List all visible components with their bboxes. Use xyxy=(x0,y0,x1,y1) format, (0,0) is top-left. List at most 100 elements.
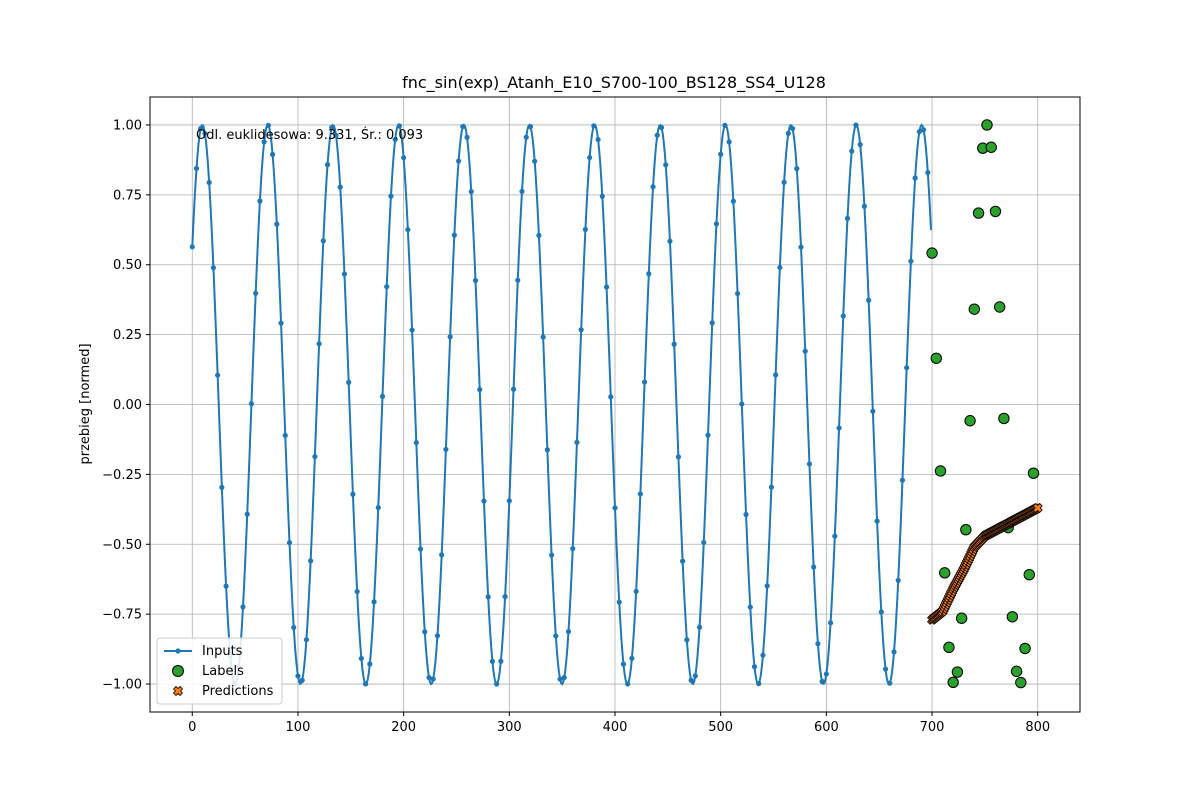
inputs-point xyxy=(219,484,225,491)
labels-point xyxy=(1010,665,1023,678)
inputs-point xyxy=(595,136,601,143)
y-tick-label: 1.00 xyxy=(113,118,142,133)
inputs-point xyxy=(882,666,889,672)
inputs-point xyxy=(422,629,428,635)
x-tick-label: 600 xyxy=(814,720,839,735)
inputs-point xyxy=(472,277,479,284)
x-tick-label: 100 xyxy=(286,720,311,735)
inputs-point xyxy=(455,158,462,164)
inputs-point xyxy=(430,676,436,682)
inputs-point xyxy=(908,258,914,264)
grid xyxy=(150,97,1080,712)
inputs-point xyxy=(540,334,546,340)
inputs-point xyxy=(861,203,868,209)
inputs-point xyxy=(667,238,673,244)
inputs-point xyxy=(198,125,204,132)
inputs-point xyxy=(523,134,529,140)
inputs-point xyxy=(401,155,407,161)
inputs-point xyxy=(751,664,758,670)
inputs-line xyxy=(191,123,932,686)
inputs-point xyxy=(244,511,250,517)
inputs-point xyxy=(840,313,846,319)
legend-labels-label: Labels xyxy=(202,664,244,679)
inputs-point xyxy=(815,641,821,647)
inputs-point xyxy=(417,546,424,552)
x-tick-label: 500 xyxy=(708,720,733,735)
inputs-point xyxy=(857,141,863,148)
y-tick-label: −0.50 xyxy=(102,538,142,553)
inputs-point xyxy=(329,124,335,131)
inputs-point xyxy=(481,498,487,504)
x-tick-label: 300 xyxy=(497,720,522,735)
y-axis-label: przebieg [normed] xyxy=(78,343,93,464)
inputs-point xyxy=(616,599,622,605)
inputs-point xyxy=(887,680,893,686)
inputs-point xyxy=(904,365,910,371)
inputs-point xyxy=(709,320,715,326)
inputs-point xyxy=(426,674,432,681)
inputs-point xyxy=(836,425,842,431)
inputs-point xyxy=(248,401,255,407)
inputs-point xyxy=(633,588,639,594)
inputs-point xyxy=(920,127,927,133)
series-layer xyxy=(189,119,1043,689)
inputs-point xyxy=(413,440,419,446)
y-tick-label: −1.00 xyxy=(102,678,142,693)
inputs-point xyxy=(734,290,741,297)
y-tick-label: −0.75 xyxy=(102,608,142,623)
inputs-point xyxy=(654,132,660,138)
inputs-point xyxy=(362,681,369,687)
inputs-point xyxy=(629,655,635,661)
inputs-point xyxy=(789,125,796,132)
inputs-point xyxy=(823,671,829,677)
inputs-point xyxy=(777,264,783,271)
inputs-point xyxy=(316,341,322,347)
inputs-point xyxy=(785,130,791,136)
inputs-point xyxy=(870,408,876,414)
inputs-point xyxy=(646,271,652,277)
legend-item-inputs: Inputs xyxy=(164,644,243,659)
inputs-point xyxy=(912,175,918,181)
inputs-point xyxy=(739,401,745,407)
labels-point xyxy=(968,303,981,315)
y-tick-label: −0.25 xyxy=(102,468,142,483)
labels-point xyxy=(985,141,997,153)
inputs-point xyxy=(768,484,775,490)
inputs-point xyxy=(350,491,356,497)
y-tick-label: 0.00 xyxy=(113,398,142,413)
inputs-point xyxy=(548,552,555,558)
inputs-point xyxy=(625,681,631,687)
inputs-point xyxy=(346,379,352,385)
inputs-point xyxy=(269,151,276,157)
inputs-point xyxy=(278,320,284,326)
inputs-point xyxy=(291,624,297,631)
inputs-point xyxy=(650,184,656,190)
inputs-point xyxy=(684,637,690,643)
inputs-point xyxy=(844,215,851,221)
labels-point xyxy=(964,415,976,427)
inputs-point xyxy=(379,393,386,400)
labels-point xyxy=(981,119,993,131)
inputs-point xyxy=(434,633,441,639)
inputs-point xyxy=(502,594,508,600)
inputs-point xyxy=(794,166,800,172)
inputs-point xyxy=(722,122,728,128)
inputs-point xyxy=(798,244,804,250)
inputs-point xyxy=(439,552,445,558)
inputs-point xyxy=(671,341,677,347)
inputs-point xyxy=(253,290,259,296)
labels-point xyxy=(1019,642,1031,655)
inputs-point xyxy=(878,609,884,615)
y-tick-label: 0.75 xyxy=(113,188,142,203)
inputs-point xyxy=(802,348,808,354)
inputs-point xyxy=(718,151,724,157)
inputs-point xyxy=(582,226,589,233)
inputs-point xyxy=(849,148,855,154)
legend-predictions-label: Predictions xyxy=(202,684,274,699)
inputs-point xyxy=(460,123,466,130)
inputs-point xyxy=(527,124,534,130)
labels-point xyxy=(993,301,1006,313)
inputs-point xyxy=(557,676,563,682)
inputs-point xyxy=(261,139,267,145)
inputs-point xyxy=(464,134,470,140)
